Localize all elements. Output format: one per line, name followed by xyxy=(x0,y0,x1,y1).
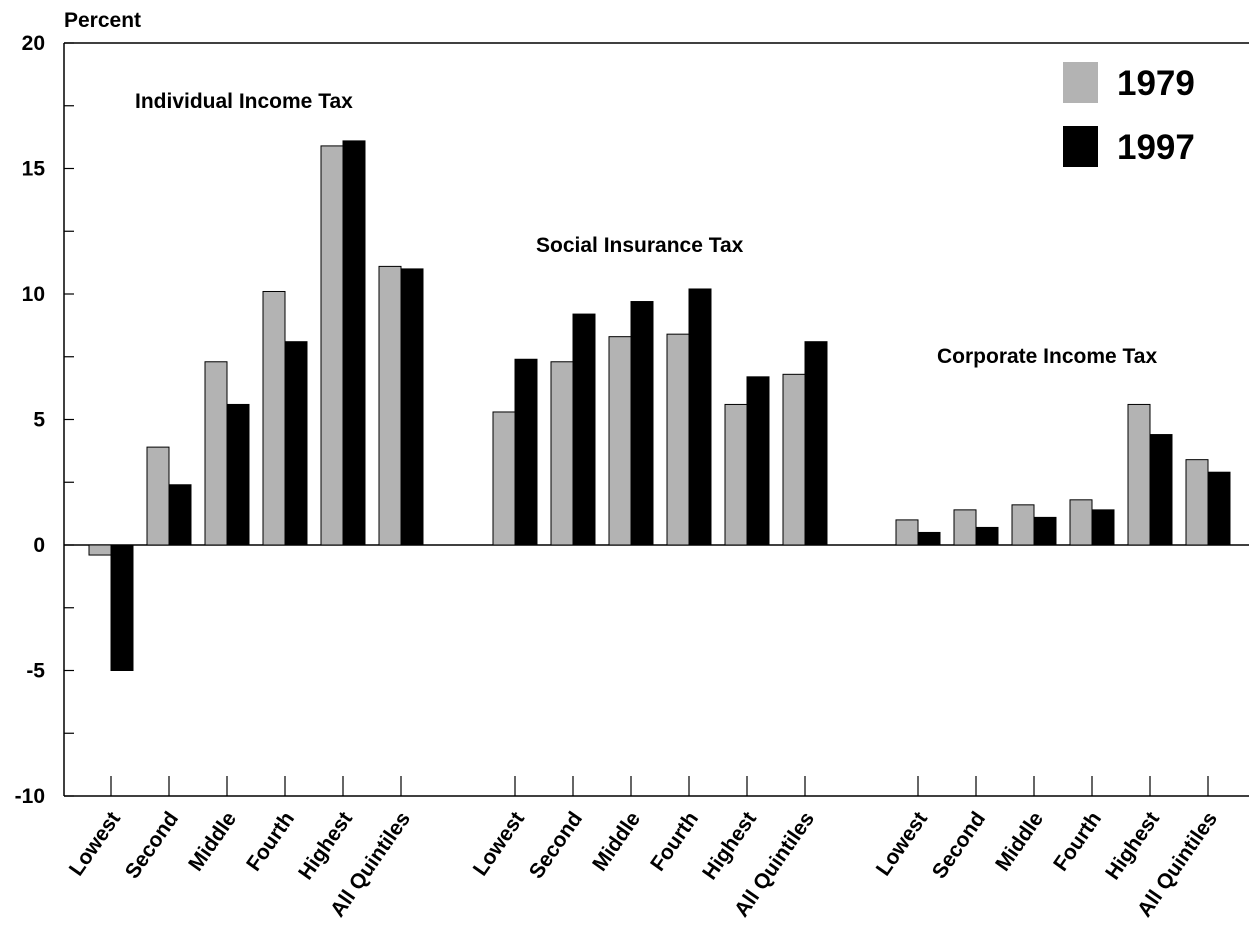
bar-1979 xyxy=(895,519,919,546)
x-tick-label: Fourth xyxy=(242,808,299,876)
x-tick-label: Second xyxy=(928,808,990,883)
legend-label: 1979 xyxy=(1117,64,1195,103)
bar-1979 xyxy=(146,446,170,546)
x-tick-label: Second xyxy=(525,808,587,883)
bar-1997 xyxy=(1149,434,1173,546)
bar-1979 xyxy=(724,403,748,546)
x-tick-label: Lowest xyxy=(65,808,125,880)
x-tick-label: Second xyxy=(121,808,183,883)
bar-1979 xyxy=(320,145,344,546)
legend: 1979 1997 xyxy=(1063,62,1195,167)
y-tick-label: 0 xyxy=(33,534,45,557)
x-tick-label: Fourth xyxy=(646,808,703,876)
bar-1997 xyxy=(630,301,654,546)
x-tick-label: Fourth xyxy=(1049,808,1106,876)
bar-1997 xyxy=(226,403,250,546)
legend-label: 1997 xyxy=(1117,128,1195,167)
x-tick-label: Highest xyxy=(294,808,357,884)
bar-1979 xyxy=(492,411,516,546)
bar-1979 xyxy=(666,333,690,546)
bar-1997 xyxy=(514,358,538,546)
group-title: Corporate Income Tax xyxy=(937,345,1157,368)
bar-1997 xyxy=(400,268,424,546)
bar-1997 xyxy=(1091,509,1115,546)
y-tick-label: -10 xyxy=(15,785,45,808)
bar-1979 xyxy=(1185,459,1209,546)
bar-1979 xyxy=(608,336,632,546)
bar-1997 xyxy=(1033,516,1057,546)
bar-1979 xyxy=(1011,504,1035,546)
bar-1979 xyxy=(953,509,977,546)
bar-1979 xyxy=(550,361,574,546)
x-tick-label: Highest xyxy=(1101,808,1164,884)
bar-1997 xyxy=(572,313,596,546)
bar-1979 xyxy=(378,265,402,546)
bar-1997 xyxy=(975,526,999,546)
bar-1997 xyxy=(284,341,308,546)
x-tick-label: Lowest xyxy=(469,808,529,880)
x-tick-label: Middle xyxy=(184,808,241,876)
bar-1997 xyxy=(804,341,828,546)
bar-1997 xyxy=(917,531,941,546)
bar-1997 xyxy=(110,544,134,671)
y-tick-label: 5 xyxy=(33,409,45,432)
bar-1997 xyxy=(746,376,770,546)
x-tick-label: Middle xyxy=(588,808,645,876)
group-title: Social Insurance Tax xyxy=(536,234,744,257)
bar-1997 xyxy=(342,140,366,546)
x-tick-label: Highest xyxy=(698,808,761,884)
bars xyxy=(88,140,1231,671)
bar-1997 xyxy=(168,484,192,546)
bar-1979 xyxy=(204,361,228,546)
y-axis-label: Percent xyxy=(64,9,141,32)
y-tick-label: -5 xyxy=(26,660,45,683)
bar-1979 xyxy=(88,544,112,556)
bar-1979 xyxy=(1069,499,1093,546)
bar-1979 xyxy=(782,373,806,546)
y-tick-label: 15 xyxy=(22,158,46,181)
y-tick-label: 20 xyxy=(22,32,45,55)
bar-1997 xyxy=(688,288,712,546)
x-tick-label: Middle xyxy=(991,808,1048,876)
x-tick-label: Lowest xyxy=(872,808,932,880)
y-tick-label: 10 xyxy=(22,283,45,306)
bar-1997 xyxy=(1207,471,1231,546)
legend-swatch-1979 xyxy=(1063,62,1098,103)
bar-1979 xyxy=(262,290,286,546)
legend-swatch-1997 xyxy=(1063,126,1098,167)
group-title: Individual Income Tax xyxy=(135,90,353,113)
bar-1979 xyxy=(1127,403,1151,546)
